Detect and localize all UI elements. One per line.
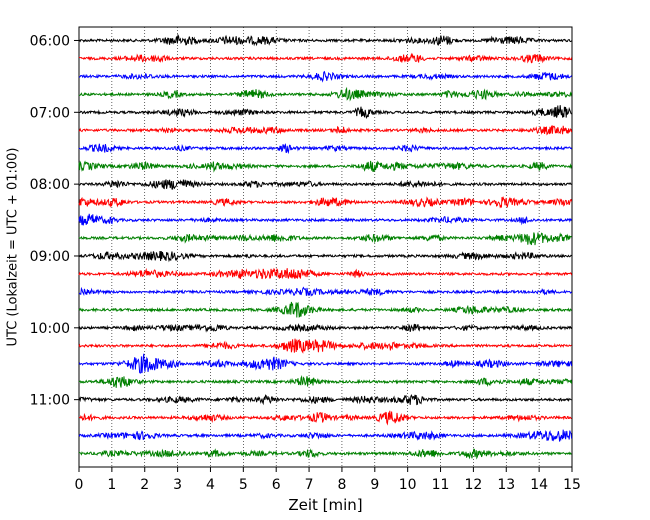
seismogram-trace	[78, 195, 573, 209]
x-tick-label: 9	[370, 477, 379, 493]
x-tick-label: 14	[530, 477, 548, 493]
x-tick-label: 7	[305, 477, 314, 493]
x-tick-label: 3	[173, 477, 182, 493]
x-axis-label: Zeit [min]	[288, 496, 362, 514]
y-tick-label: 06:00	[30, 33, 70, 49]
vertical-grid	[111, 27, 540, 467]
seismogram-trace	[78, 105, 572, 120]
x-tick-label: 4	[206, 477, 215, 493]
x-tick-label: 15	[563, 477, 581, 493]
seismogram-trace	[78, 232, 572, 246]
y-tick-label: 11:00	[30, 393, 70, 409]
x-tick-label: 6	[272, 477, 281, 493]
seismogram-trace	[78, 160, 573, 173]
seismogram-trace	[78, 250, 572, 263]
seismogram-trace	[78, 286, 573, 297]
seismogram-trace	[78, 338, 572, 354]
x-tick-label: 12	[464, 477, 482, 493]
seismogram-trace	[78, 267, 573, 280]
trace-group	[78, 33, 573, 460]
y-tick-label: 09:00	[30, 249, 70, 265]
seismogram-trace	[78, 353, 573, 374]
x-tick-label: 2	[140, 477, 149, 493]
seismogram-trace	[78, 448, 572, 460]
x-tick-label: 8	[337, 477, 346, 493]
y-tick-label: 08:00	[30, 177, 70, 193]
seismogram-trace	[78, 179, 572, 190]
seismogram-trace	[78, 213, 573, 226]
seismogram-trace	[78, 375, 573, 388]
seismogram-trace	[78, 143, 573, 155]
x-tick-label: 13	[497, 477, 515, 493]
x-tick-label: 1	[107, 477, 116, 493]
seismogram-trace	[78, 410, 572, 426]
plot-area	[78, 26, 573, 468]
x-axis-ticks: 0 1 2 3 4 5 6 7 8 9 10 11 12 13 14 15	[75, 467, 581, 493]
x-tick-label: 11	[432, 477, 450, 493]
seismogram-trace	[78, 52, 573, 64]
x-tick-label: 10	[399, 477, 417, 493]
seismogram-trace	[78, 125, 573, 136]
x-tick-label: 5	[239, 477, 248, 493]
seismogram-trace	[78, 33, 572, 47]
seismogram-trace	[78, 86, 573, 102]
y-axis-ticks: 06:00 07:00 08:00 09:00 10:00 11:00	[30, 33, 79, 409]
seismogram-trace	[78, 70, 573, 83]
y-axis-label: UTC (Lokalzeit = UTC + 01:00)	[6, 148, 21, 347]
seismogram-trace	[78, 301, 572, 318]
y-tick-label: 07:00	[30, 105, 70, 121]
seismogram-trace	[78, 429, 573, 442]
x-tick-label: 0	[75, 477, 84, 493]
seismogram-trace	[78, 323, 573, 333]
seismogram-trace	[78, 393, 572, 406]
y-tick-label: 10:00	[30, 321, 70, 337]
